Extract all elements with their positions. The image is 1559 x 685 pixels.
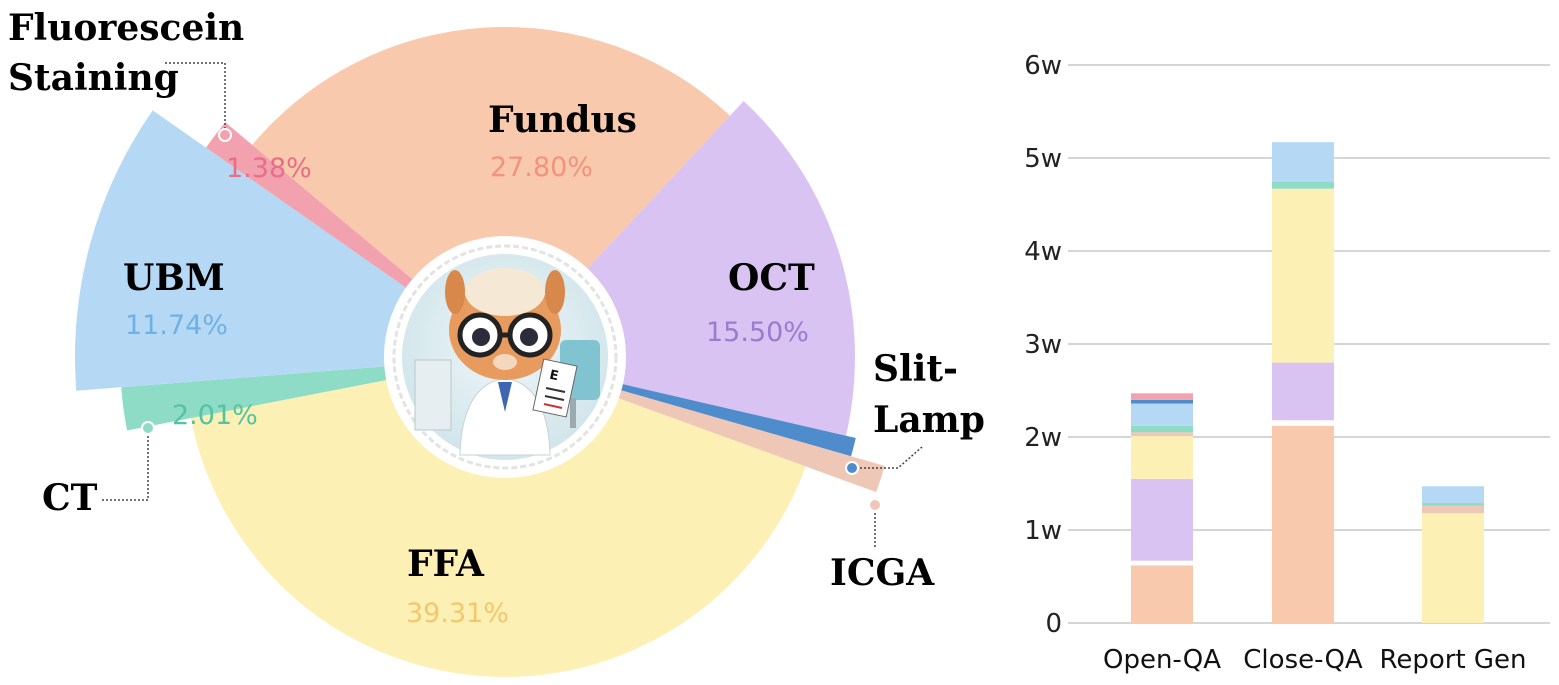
slice-label-oct: OCT <box>728 257 815 299</box>
leader-line-fluor <box>165 62 226 135</box>
y-tick-label: 2w <box>1024 423 1062 453</box>
slice-percent-ffa: 39.31% <box>406 598 509 629</box>
slice-label-ubm: UBM <box>123 257 225 299</box>
x-category-label: Report Gen <box>1379 645 1526 675</box>
slice-label-ffa: FFA <box>407 543 485 585</box>
slice-slit <box>618 383 856 457</box>
bar-segment-ffa <box>1422 513 1484 623</box>
bar-segment-ffa_gap <box>1131 560 1193 566</box>
y-tick-label: 4w <box>1024 237 1062 267</box>
slice-label-fundus: Fundus <box>488 99 637 141</box>
slice-percent-ct: 2.01% <box>172 400 258 431</box>
slice-fundus <box>252 27 731 282</box>
bar-segment-fundus <box>1131 565 1193 623</box>
slice-percent-oct: 15.50% <box>706 317 809 348</box>
slice-oct <box>585 101 855 436</box>
slice-percent-fundus: 27.80% <box>490 152 593 183</box>
bar-segment-ffa <box>1272 188 1334 363</box>
slice-label-slit: Slit- <box>873 348 958 390</box>
bar-segment-ct <box>1272 181 1334 189</box>
slice-label-icga: ICGA <box>830 552 935 594</box>
slice-ct <box>121 366 390 431</box>
leader-dot-ct <box>141 421 155 435</box>
y-tick-label: 6w <box>1024 51 1062 81</box>
slice-percent-ubm: 11.74% <box>125 310 228 341</box>
x-category-label: Close-QA <box>1243 645 1363 675</box>
bar-segment-oct <box>1272 362 1334 421</box>
bar-segment-slit <box>1131 399 1193 404</box>
y-tick-label: 3w <box>1024 330 1062 360</box>
bar-segment-ct <box>1131 425 1193 433</box>
slice-percent-fluor: 1.38% <box>226 153 312 184</box>
rose-chart: Fundus 27.80% OCT 15.50% Slit- Lamp ICGA FFA 39.… <box>8 7 985 678</box>
bar-segment-ffa_gap <box>1272 420 1334 426</box>
bar-segment-ubm <box>1272 142 1334 182</box>
bar-segment-oct <box>1131 478 1193 561</box>
leader-dot-icga <box>868 498 882 512</box>
stacked-bar-chart: 0 1w 2w 3w 4w 5w 6w Open-QA Close-QA Report Gen <box>1024 51 1550 675</box>
bar-segment-ubm <box>1131 403 1193 426</box>
bar-segment-fundus <box>1272 425 1334 623</box>
slice-label-ct: CT <box>42 477 98 519</box>
slice-label-fluor: Fluorescein <box>8 7 244 49</box>
slice-ffa <box>190 379 806 678</box>
x-category-label: Open-QA <box>1103 645 1221 675</box>
y-tick-label: 5w <box>1024 144 1062 174</box>
bar-segment-icga <box>1422 505 1484 514</box>
bar-segment-icga <box>1131 432 1193 437</box>
slice-icga <box>615 389 885 493</box>
slice-fluor <box>206 122 415 290</box>
slice-label-fluor: Staining <box>8 57 179 99</box>
slice-ubm <box>75 110 409 391</box>
slice-label-slit: Lamp <box>873 399 985 441</box>
leader-dot-slit <box>845 461 859 475</box>
bar-segment-fluor <box>1131 393 1193 400</box>
leader-dot-fluor <box>218 128 232 142</box>
leader-line-ct <box>102 428 149 501</box>
leader-line-slit <box>852 446 923 469</box>
svg-text:E: E <box>548 368 560 385</box>
y-tick-label: 1w <box>1024 516 1062 546</box>
bar-segment-ubm <box>1422 486 1484 504</box>
alpaca-doctor-icon: E <box>384 236 626 478</box>
y-tick-label: 0 <box>1045 609 1062 639</box>
bar-segment-ffa <box>1131 436 1193 479</box>
bar-segment-ct <box>1422 503 1484 506</box>
